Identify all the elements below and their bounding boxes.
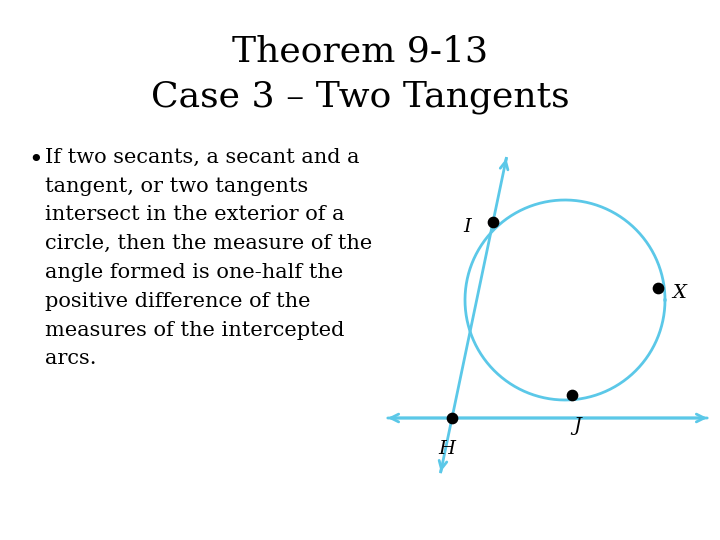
Text: I: I — [463, 218, 471, 236]
Text: J: J — [573, 417, 581, 435]
Text: Case 3 – Two Tangents: Case 3 – Two Tangents — [150, 80, 570, 114]
Point — [652, 284, 664, 292]
Point — [566, 390, 577, 399]
Text: •: • — [28, 148, 42, 172]
Text: X: X — [672, 284, 686, 302]
Text: H: H — [438, 440, 456, 458]
Point — [487, 218, 499, 226]
Text: If two secants, a secant and a
tangent, or two tangents
intersect in the exterio: If two secants, a secant and a tangent, … — [45, 148, 372, 368]
Text: Theorem 9-13: Theorem 9-13 — [232, 35, 488, 69]
Point — [446, 414, 458, 422]
